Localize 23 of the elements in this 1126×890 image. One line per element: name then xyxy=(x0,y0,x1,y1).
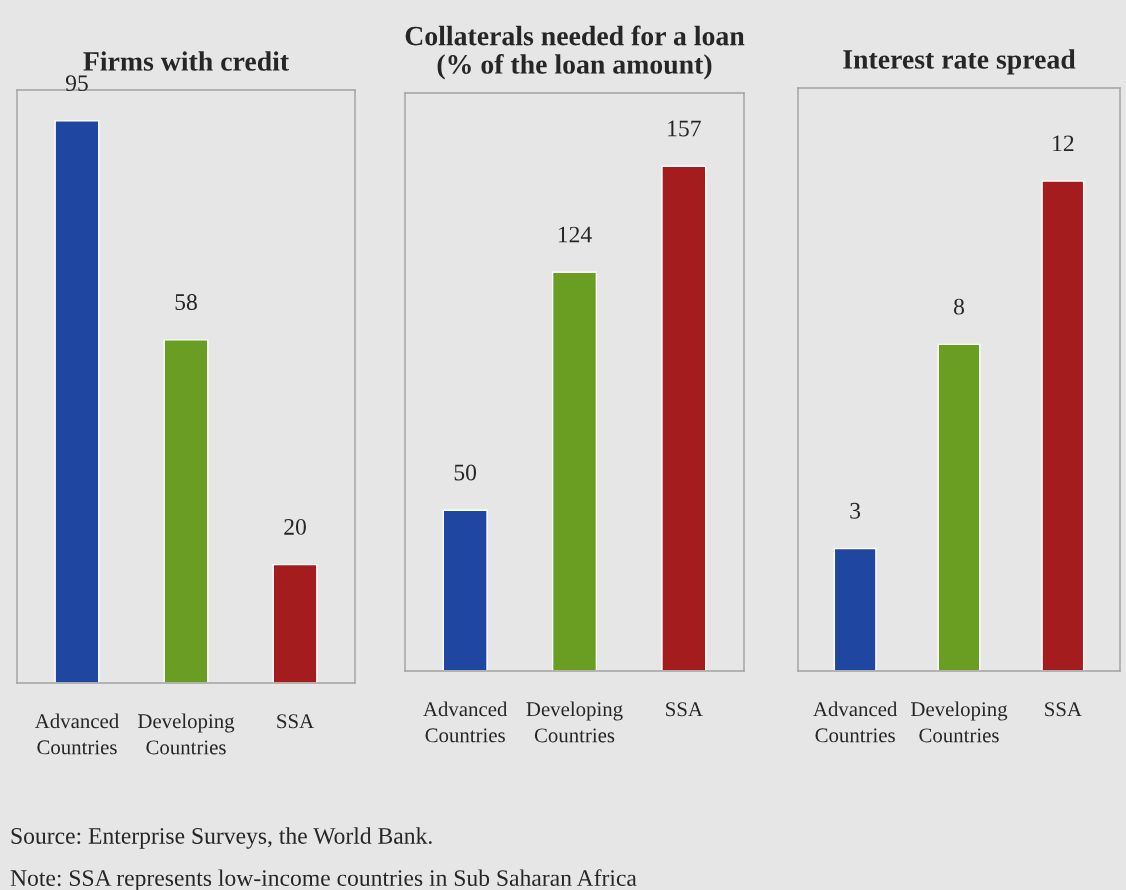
x-tick-label: Advanced Countries xyxy=(813,701,898,743)
data-label: 50 xyxy=(454,464,477,481)
x-tick-label: Developing Countries xyxy=(138,713,235,755)
data-label: 157 xyxy=(668,120,701,137)
data-label: 8 xyxy=(954,298,964,315)
data-label: 20 xyxy=(284,518,306,535)
data-label: 3 xyxy=(850,502,861,519)
chart-title: Interest rate spread xyxy=(843,49,1076,75)
x-tick-label: Developing Countries xyxy=(526,701,623,743)
x-tick-label: Developing Countries xyxy=(911,701,1008,743)
source-note: Source: Enterprise Surveys, the World Bank. xyxy=(11,827,432,849)
text: Note: SSA represents low-income countries in Sub Saharan Africa xyxy=(10,869,637,890)
x-tick-label: SSA xyxy=(1045,702,1082,717)
x-tick-label: Advanced Countries xyxy=(34,713,119,755)
data-label: 95 xyxy=(65,75,88,92)
data-label: 58 xyxy=(175,294,197,311)
chart-title: Firms with credit xyxy=(83,51,289,71)
x-tick-label: SSA xyxy=(666,702,703,717)
data-label: 12 xyxy=(1053,135,1074,152)
data-label: 124 xyxy=(558,226,592,243)
x-tick-label: Advanced Countries xyxy=(423,701,508,743)
x-tick-label: SSA xyxy=(277,714,314,729)
chart-title: Collaterals needed for a loan (% of the loan amount) xyxy=(405,25,745,80)
